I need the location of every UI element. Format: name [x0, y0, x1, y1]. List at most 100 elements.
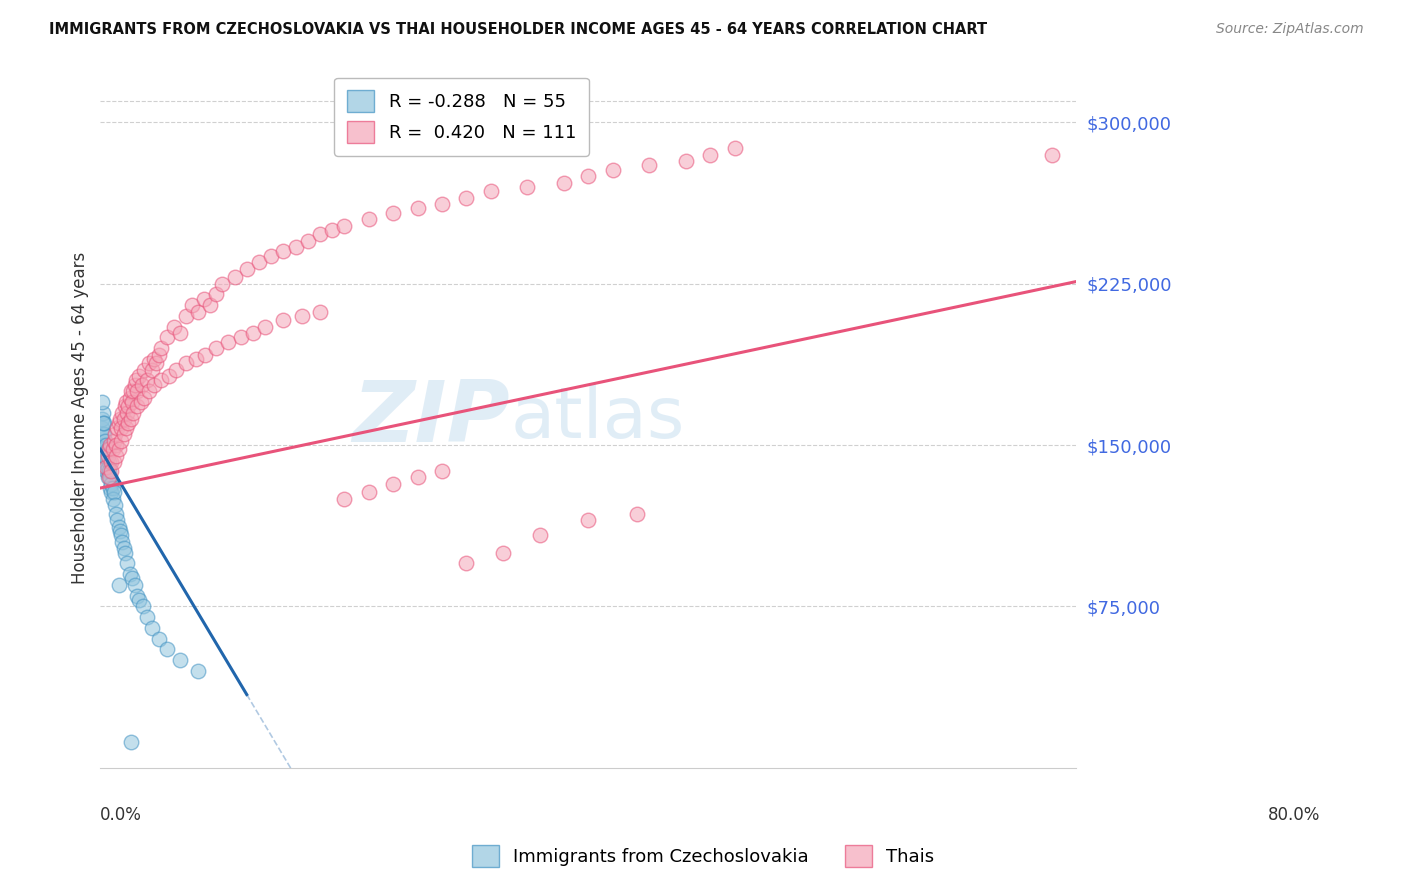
Point [236, 261, 259, 276]
Point [205, 287, 228, 301]
Point [492, 545, 515, 559]
Point [105, 438, 128, 452]
Point [229, 330, 252, 344]
Point [174, 356, 197, 370]
Point [145, 356, 167, 370]
Point [100, 464, 122, 478]
Point [110, 434, 132, 448]
Point [107, 513, 129, 527]
Point [162, 319, 184, 334]
Point [128, 369, 150, 384]
Point [1040, 147, 1063, 161]
Point [406, 202, 429, 216]
Point [143, 351, 166, 366]
Point [291, 309, 314, 323]
Point [115, 421, 138, 435]
Point [357, 485, 380, 500]
Point [124, 377, 146, 392]
Point [112, 427, 135, 442]
Point [456, 557, 478, 571]
Point [97, 442, 120, 457]
Point [96, 464, 118, 478]
Point [97, 442, 120, 457]
Point [516, 179, 538, 194]
Point [125, 374, 148, 388]
Point [260, 249, 283, 263]
Point [211, 277, 233, 291]
Point [115, 557, 138, 571]
Point [120, 735, 142, 749]
Point [110, 421, 132, 435]
Point [103, 485, 125, 500]
Point [430, 197, 453, 211]
Point [100, 476, 122, 491]
Point [254, 319, 277, 334]
Point [242, 326, 264, 340]
Point [138, 356, 160, 370]
Point [121, 395, 143, 409]
Point [217, 334, 239, 349]
Point [121, 571, 143, 585]
Text: 80.0%: 80.0% [1268, 806, 1320, 824]
Point [120, 384, 142, 399]
Point [205, 341, 228, 355]
Point [111, 406, 134, 420]
Point [111, 534, 134, 549]
Point [699, 147, 721, 161]
Point [333, 219, 356, 233]
Point [382, 205, 405, 219]
Point [107, 417, 129, 431]
Point [93, 449, 115, 463]
Point [90, 421, 112, 435]
Point [309, 304, 332, 318]
Point [107, 578, 129, 592]
Point [124, 578, 146, 592]
Point [97, 449, 120, 463]
Point [90, 395, 112, 409]
Point [98, 438, 121, 452]
Point [104, 427, 127, 442]
Point [122, 384, 145, 399]
Point [456, 191, 478, 205]
Point [194, 348, 217, 362]
Point [602, 162, 624, 177]
Point [122, 406, 145, 420]
Point [100, 455, 122, 469]
Point [156, 642, 179, 657]
Point [273, 244, 295, 259]
Point [104, 498, 127, 512]
Point [94, 434, 117, 448]
Point [174, 309, 197, 323]
Point [135, 374, 157, 388]
Point [128, 593, 150, 607]
Legend: R = -0.288   N = 55, R =  0.420   N = 111: R = -0.288 N = 55, R = 0.420 N = 111 [335, 78, 589, 156]
Text: Source: ZipAtlas.com: Source: ZipAtlas.com [1216, 22, 1364, 37]
Point [198, 298, 221, 312]
Point [107, 421, 129, 435]
Point [117, 399, 139, 413]
Point [273, 313, 295, 327]
Point [91, 438, 114, 452]
Text: IMMIGRANTS FROM CZECHOSLOVAKIA VS THAI HOUSEHOLDER INCOME AGES 45 - 64 YEARS COR: IMMIGRANTS FROM CZECHOSLOVAKIA VS THAI H… [49, 22, 987, 37]
Point [96, 459, 118, 474]
Point [91, 406, 114, 420]
Point [103, 434, 125, 448]
Point [93, 427, 115, 442]
Point [138, 384, 160, 399]
Point [107, 442, 129, 457]
Point [626, 507, 648, 521]
Point [156, 330, 179, 344]
Point [150, 374, 173, 388]
Point [96, 438, 118, 452]
Point [132, 599, 155, 614]
Point [148, 348, 170, 362]
Point [284, 240, 307, 254]
Point [479, 184, 502, 198]
Point [148, 632, 170, 646]
Point [134, 362, 156, 376]
Point [120, 412, 142, 426]
Point [90, 442, 112, 457]
Point [333, 491, 356, 506]
Point [141, 362, 163, 376]
Point [97, 470, 120, 484]
